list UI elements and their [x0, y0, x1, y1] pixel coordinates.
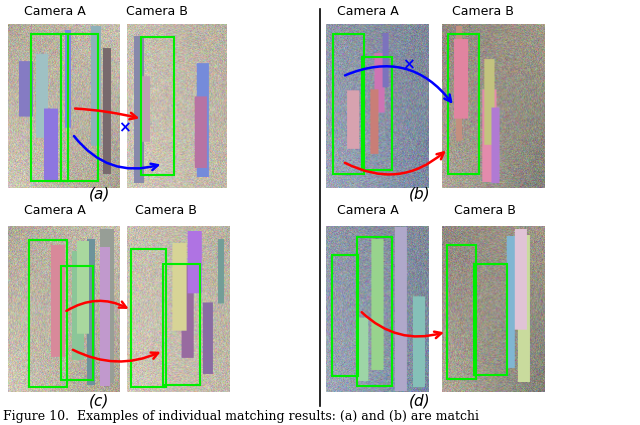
Text: (c): (c)	[89, 393, 109, 408]
Text: Camera B: Camera B	[454, 204, 516, 217]
Text: Figure 10.  Examples of individual matching results: (a) and (b) are matchi: Figure 10. Examples of individual matchi…	[3, 410, 479, 423]
Bar	[447, 245, 476, 379]
Text: ×: ×	[118, 120, 131, 135]
Bar	[362, 57, 392, 170]
Text: (b): (b)	[408, 187, 430, 202]
Bar	[332, 255, 358, 376]
Text: Camera A: Camera A	[24, 5, 85, 18]
Bar	[29, 240, 67, 387]
Text: Camera A: Camera A	[24, 204, 85, 217]
FancyArrowPatch shape	[73, 350, 158, 362]
Text: Camera A: Camera A	[337, 204, 399, 217]
Text: Camera B: Camera B	[126, 5, 188, 18]
FancyArrowPatch shape	[74, 136, 158, 170]
Bar	[61, 34, 98, 181]
Bar	[333, 34, 364, 174]
Bar	[448, 34, 479, 174]
Text: (a): (a)	[88, 187, 110, 202]
Bar	[163, 264, 200, 385]
Text: Camera B: Camera B	[136, 204, 197, 217]
Text: Camera A: Camera A	[337, 5, 399, 18]
Text: Camera B: Camera B	[452, 5, 514, 18]
Bar	[61, 266, 93, 380]
FancyArrowPatch shape	[67, 301, 126, 311]
Bar	[131, 249, 166, 387]
Bar	[474, 264, 507, 375]
FancyArrowPatch shape	[345, 153, 444, 175]
Bar	[31, 34, 68, 181]
FancyArrowPatch shape	[362, 312, 442, 338]
Bar	[141, 37, 174, 175]
FancyArrowPatch shape	[345, 66, 451, 102]
Bar	[357, 237, 392, 386]
Text: ×: ×	[402, 57, 415, 72]
Text: (d): (d)	[408, 393, 430, 408]
FancyArrowPatch shape	[75, 108, 137, 119]
